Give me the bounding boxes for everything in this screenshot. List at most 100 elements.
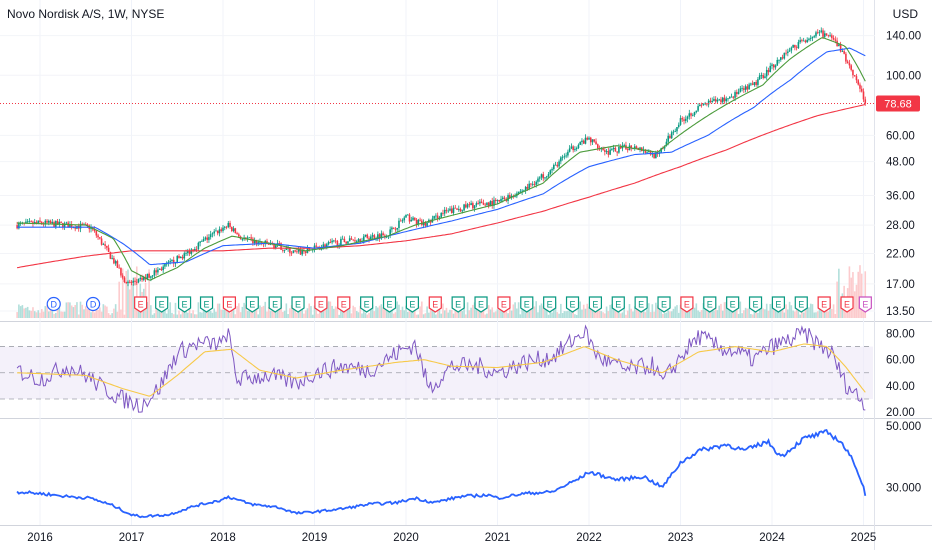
- candle-body: [841, 51, 844, 53]
- volume-bar: [109, 314, 112, 318]
- earnings-badge-shape: [497, 296, 511, 313]
- earnings-badge-shape: [611, 296, 625, 313]
- candle-body: [584, 137, 587, 144]
- volume-bar: [695, 303, 698, 318]
- candle-body: [811, 36, 814, 39]
- earnings-badge-shape: [222, 296, 237, 313]
- currency-label[interactable]: USD: [892, 7, 918, 21]
- candle-body: [818, 31, 821, 33]
- candle-body: [772, 64, 775, 68]
- volume-bar: [238, 303, 240, 318]
- candle-body: [459, 208, 462, 212]
- volume-bar: [475, 307, 478, 318]
- candle-body: [299, 249, 302, 255]
- event-badge-label: E: [409, 300, 415, 310]
- volume-bar: [127, 269, 129, 318]
- volume-bar: [114, 304, 117, 318]
- candle-body: [533, 183, 536, 185]
- volume-bar: [220, 309, 223, 318]
- candle-body: [468, 204, 471, 206]
- volume-bar: [359, 305, 362, 318]
- volume-bar: [352, 305, 355, 318]
- rsi-tick-label: 60.00: [886, 355, 915, 367]
- volume-bar: [195, 314, 198, 318]
- volume-bar: [102, 304, 105, 318]
- volume-bar: [74, 305, 76, 318]
- candle-body: [350, 238, 353, 240]
- candle-body: [65, 222, 68, 224]
- volume-bar: [361, 313, 363, 318]
- volume-bar: [567, 310, 569, 318]
- volume-bar: [174, 302, 177, 318]
- candle-body: [49, 220, 52, 224]
- volume-bar: [750, 313, 752, 318]
- candle-body: [172, 259, 175, 264]
- volume-bar: [575, 314, 578, 318]
- volume-bar: [516, 308, 518, 318]
- candle-body: [489, 200, 492, 207]
- volume-bar: [405, 305, 407, 318]
- year-tick-label: 2018: [210, 532, 236, 544]
- candle-body: [531, 183, 534, 185]
- candle-body: [832, 37, 835, 40]
- volume-bar: [421, 301, 423, 318]
- volume-bar: [262, 305, 265, 318]
- volume-bar: [273, 306, 275, 318]
- volume-bar: [477, 305, 479, 318]
- event-badge-label: E: [226, 300, 232, 310]
- volume-bar: [679, 304, 682, 318]
- candle-body: [336, 240, 339, 246]
- earnings-badge-shape: [268, 296, 282, 313]
- volume-bar: [466, 302, 469, 318]
- volume-bar: [523, 308, 525, 318]
- volume-bar: [605, 306, 608, 318]
- candle-body: [732, 96, 735, 98]
- candle-body: [788, 50, 791, 52]
- earnings-badge-shape: [657, 296, 671, 313]
- candle-body: [720, 99, 722, 103]
- volume-bar: [484, 314, 486, 318]
- volume-bar: [216, 303, 219, 318]
- volume-bar: [838, 268, 840, 318]
- candle-body: [391, 227, 393, 230]
- volume-bar: [355, 311, 358, 318]
- candle-body: [285, 248, 288, 250]
- earnings-badge: E: [497, 296, 511, 313]
- volume-bar: [391, 309, 393, 318]
- volume-bar: [751, 314, 754, 318]
- volume-bar: [574, 314, 576, 318]
- volume-bar: [834, 313, 837, 318]
- candle-body: [574, 149, 576, 151]
- candle-body: [377, 234, 379, 239]
- earnings-badge-shape: [634, 296, 648, 313]
- volume-bar: [39, 312, 41, 318]
- volume-bar: [607, 311, 610, 318]
- candle-body: [35, 222, 38, 223]
- candle-body: [60, 222, 62, 223]
- candle-body: [655, 153, 657, 159]
- price-tick-label: 100.00: [886, 70, 921, 82]
- candle-body: [47, 220, 50, 223]
- earnings-badge-shape: [543, 296, 557, 313]
- volume-bar: [132, 283, 135, 318]
- candle-body: [195, 249, 198, 250]
- candle-body: [28, 221, 31, 223]
- candle-body: [463, 204, 465, 211]
- volume-bar: [315, 305, 318, 318]
- volume-bar: [829, 303, 831, 318]
- volume-bar: [818, 307, 821, 318]
- candle-body: [663, 145, 666, 149]
- candle-body: [190, 249, 193, 254]
- volume-bar: [734, 305, 736, 318]
- volume-bar: [827, 311, 830, 318]
- volume-bar: [524, 312, 527, 318]
- price-tick-label: 48.00: [886, 157, 915, 169]
- candle-body: [326, 244, 328, 248]
- candle-body: [225, 226, 228, 228]
- volume-bar: [714, 303, 717, 318]
- volume-bar: [771, 303, 773, 318]
- volume-bar: [413, 305, 416, 318]
- volume-bar: [857, 271, 860, 318]
- candle-body: [282, 249, 284, 251]
